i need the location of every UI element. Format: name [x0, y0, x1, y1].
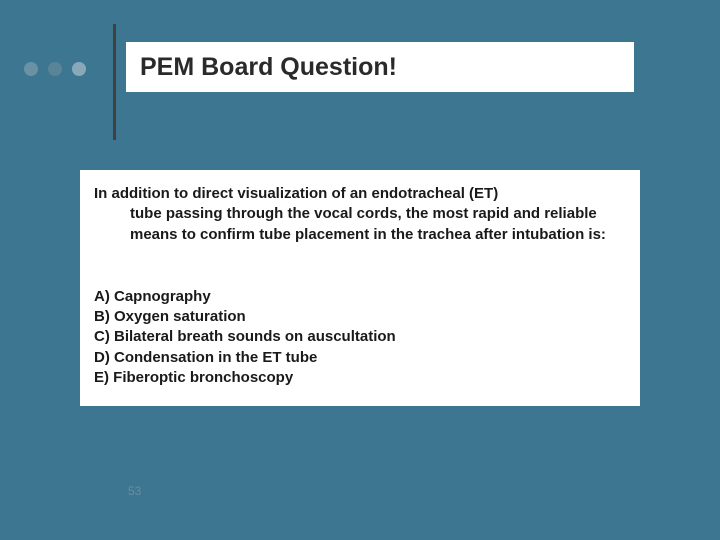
bullet-icon — [72, 62, 86, 76]
slide-title: PEM Board Question! — [140, 53, 397, 82]
option-a: A) Capnography — [94, 287, 626, 307]
question-first-line: In addition to direct visualization of a… — [94, 185, 498, 202]
content-box: In addition to direct visualization of a… — [80, 170, 640, 406]
option-c: C) Bilateral breath sounds on auscultati… — [94, 327, 626, 347]
answer-options: A) Capnography B) Oxygen saturation C) B… — [94, 287, 626, 388]
title-bullets — [24, 62, 86, 76]
page-number: 53 — [128, 484, 141, 498]
title-box: PEM Board Question! — [126, 42, 634, 92]
option-d: D) Condensation in the ET tube — [94, 348, 626, 368]
question-rest: tube passing through the vocal cords, th… — [94, 204, 626, 245]
bullet-icon — [24, 62, 38, 76]
bullet-icon — [48, 62, 62, 76]
question-text: In addition to direct visualization of a… — [94, 184, 626, 245]
vertical-divider — [113, 24, 116, 140]
option-b: B) Oxygen saturation — [94, 307, 626, 327]
option-e: E) Fiberoptic bronchoscopy — [94, 368, 626, 388]
